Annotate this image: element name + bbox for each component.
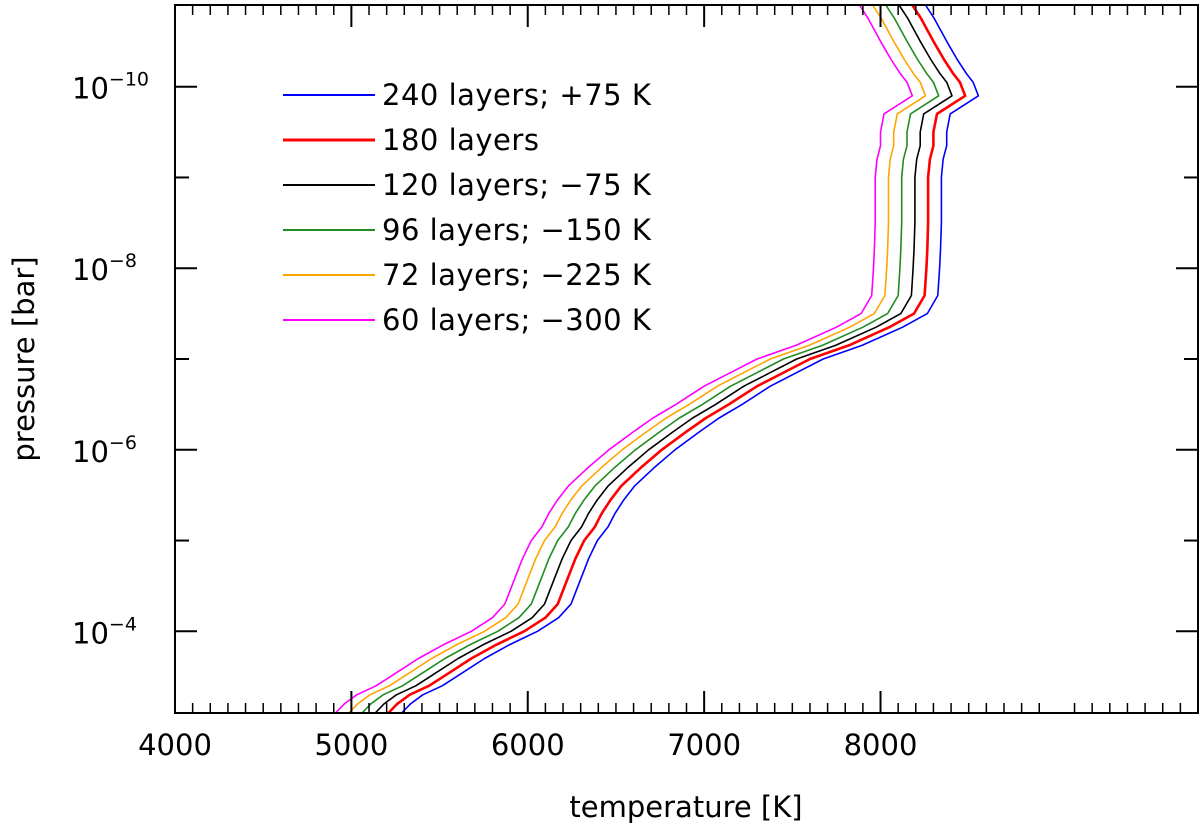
series-line bbox=[401, 4, 980, 714]
x-tick-label: 6000 bbox=[491, 728, 565, 762]
y-axis-title: pressure [bar] bbox=[7, 256, 41, 461]
legend-entry: 96 layers; −150 K bbox=[283, 213, 652, 247]
series-line bbox=[334, 4, 914, 714]
legend-entry: 120 layers; −75 K bbox=[283, 168, 652, 202]
legend-label: 240 layers; +75 K bbox=[382, 78, 652, 112]
legend-label: 60 layers; −300 K bbox=[382, 303, 652, 337]
legend-label: 96 layers; −150 K bbox=[382, 213, 652, 247]
x-tick-label: 5000 bbox=[314, 728, 388, 762]
legend-entry: 72 layers; −225 K bbox=[283, 258, 652, 292]
y-tick-label: 10−8 bbox=[72, 250, 137, 287]
minor-ticks bbox=[191, 5, 1182, 713]
series-layer bbox=[334, 4, 980, 714]
y-tick-label: 10−4 bbox=[72, 613, 137, 650]
series-line bbox=[348, 4, 927, 714]
x-tick-label: 8000 bbox=[844, 728, 918, 762]
legend-entry: 180 layers bbox=[283, 123, 539, 157]
major-ticks bbox=[174, 5, 1198, 713]
x-axis-title: temperature [K] bbox=[569, 790, 802, 824]
x-tick-label: 4000 bbox=[138, 728, 212, 762]
legend-label: 120 layers; −75 K bbox=[382, 168, 652, 202]
legend-label: 180 layers bbox=[382, 123, 539, 157]
x-tick-labels: 4000 5000 6000 7000 8000 bbox=[138, 728, 917, 762]
legend-entry: 60 layers; −300 K bbox=[283, 303, 652, 337]
legend-entry: 240 layers; +75 K bbox=[283, 78, 652, 112]
y-tick-label: 10−6 bbox=[72, 432, 137, 469]
legend-label: 72 layers; −225 K bbox=[382, 258, 652, 292]
series-line bbox=[374, 4, 953, 714]
series-line bbox=[387, 4, 967, 714]
series-line bbox=[361, 4, 940, 714]
legend: 240 layers; +75 K 180 layers 120 layers; −… bbox=[283, 78, 652, 337]
plot-frame bbox=[174, 4, 1199, 714]
x-tick-label: 7000 bbox=[667, 728, 741, 762]
y-tick-labels: 10−10 10−8 10−6 10−4 bbox=[72, 69, 149, 651]
y-tick-label: 10−10 bbox=[72, 69, 149, 106]
